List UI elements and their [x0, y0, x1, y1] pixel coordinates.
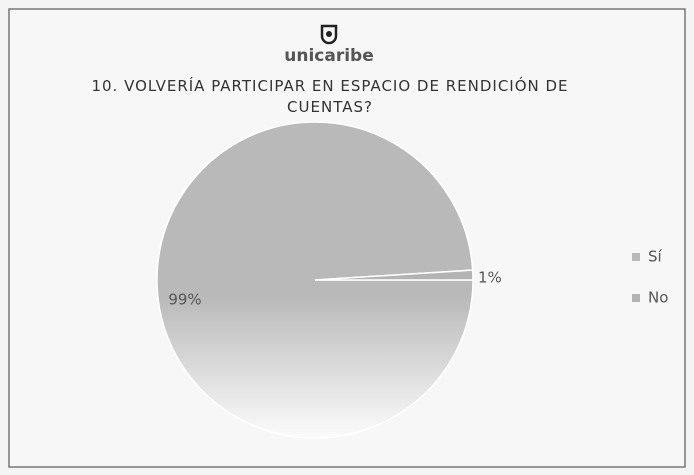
logo: unicaribe — [284, 24, 374, 66]
legend-swatch — [632, 294, 640, 302]
chart-title: 10. VOLVERÍA PARTICIPAR EN ESPACIO DE RE… — [91, 77, 569, 116]
data-label: 1% — [478, 269, 502, 287]
legend-label: Sí — [648, 248, 663, 266]
logo-text: unicaribe — [284, 46, 374, 66]
legend-swatch — [632, 253, 640, 261]
legend-label: No — [648, 289, 668, 307]
data-label: 99% — [168, 291, 201, 309]
pie — [156, 121, 474, 439]
